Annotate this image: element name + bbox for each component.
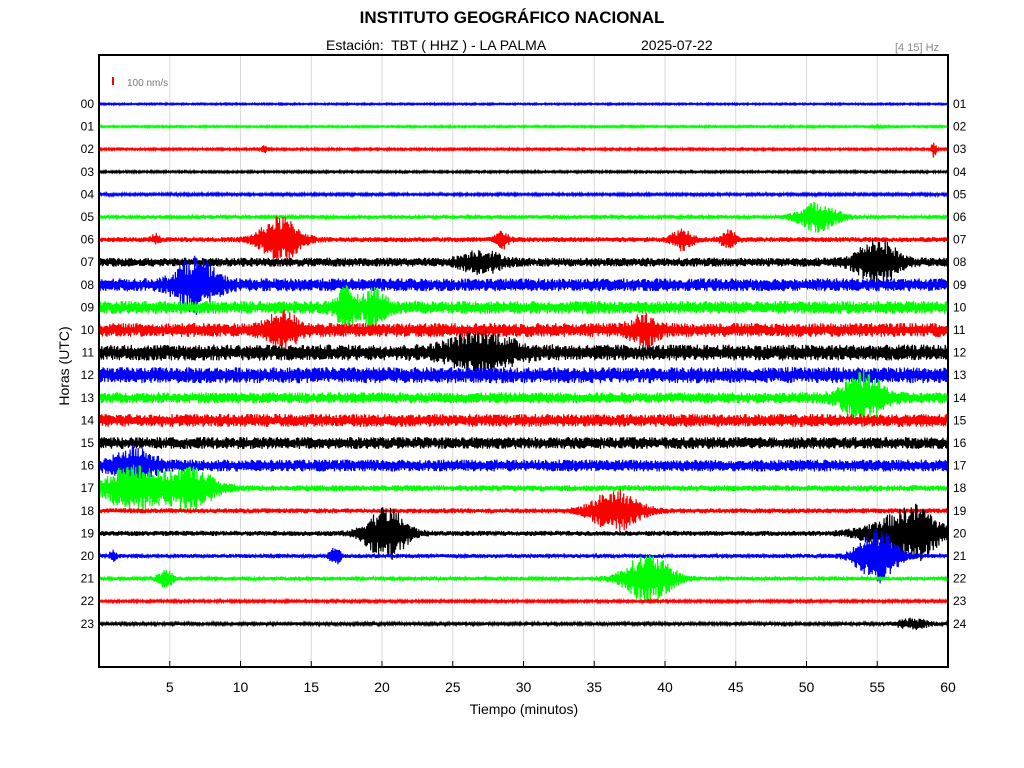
right-hour-label: 13 <box>953 368 967 382</box>
left-hour-label: 08 <box>81 278 95 292</box>
right-hour-label: 11 <box>953 323 966 337</box>
left-hour-labels: 00 01 02 03 04 05 06 07 08 09 10 11 12 13 14 15 16 17 18 19… <box>81 97 95 631</box>
seismic-trace-05 <box>98 201 949 233</box>
right-hour-label: 05 <box>953 187 967 201</box>
left-hour-label: 00 <box>81 97 95 111</box>
left-hour-label: 10 <box>81 323 95 337</box>
seismic-trace-11 <box>98 330 949 376</box>
seismic-trace-03 <box>98 168 949 176</box>
seismic-trace-09 <box>98 285 949 330</box>
left-hour-label: 11 <box>82 346 95 360</box>
left-hour-label: 05 <box>81 210 95 224</box>
left-hour-label: 20 <box>81 549 95 563</box>
seismic-trace-04 <box>98 190 949 198</box>
seismic-trace-14 <box>98 413 949 427</box>
right-hour-label: 09 <box>953 278 967 292</box>
right-hour-label: 01 <box>953 97 967 111</box>
left-hour-label: 18 <box>81 504 95 518</box>
x-tick-label: 10 <box>233 679 249 695</box>
left-hour-label: 12 <box>81 368 95 382</box>
left-hour-label: 16 <box>81 459 95 473</box>
seismic-trace-21 <box>98 555 949 604</box>
chart-title: INSTITUTO GEOGRÁFICO NACIONAL <box>359 8 665 27</box>
right-hour-label: 21 <box>953 549 967 563</box>
seismic-trace-08 <box>98 255 949 315</box>
right-hour-label: 15 <box>953 413 967 427</box>
x-tick-label: 50 <box>799 679 815 695</box>
seismic-trace-01 <box>98 123 949 131</box>
grid-lines <box>169 55 878 667</box>
x-tick-label: 40 <box>657 679 673 695</box>
x-tick-label: 5 <box>166 679 174 695</box>
seismic-trace-18 <box>98 489 949 532</box>
right-hour-label: 02 <box>953 120 967 134</box>
trace-group <box>98 101 949 631</box>
date-label: 2025-07-22 <box>641 37 713 53</box>
seismic-trace-16 <box>98 445 949 485</box>
left-hour-label: 07 <box>81 255 95 269</box>
right-hour-label: 07 <box>953 233 967 247</box>
seismic-trace-20 <box>98 528 949 584</box>
seismic-trace-15 <box>98 436 949 450</box>
x-axis-ticks: 5 10 15 20 25 30 35 40 45 50 55 60 <box>166 661 956 695</box>
right-hour-labels: 01 02 03 04 05 06 07 08 09 10 11 12 13 14 15 16 17 18 19 20… <box>953 97 967 631</box>
seismic-trace-13 <box>98 370 949 423</box>
right-hour-label: 04 <box>953 165 967 179</box>
left-hour-label: 02 <box>81 142 95 156</box>
x-tick-label: 15 <box>303 679 319 695</box>
seismic-trace-23 <box>98 617 949 631</box>
left-hour-label: 14 <box>81 413 95 427</box>
x-axis-label: Tiempo (minutos) <box>470 701 578 717</box>
y-axis-label: Horas (UTC) <box>56 326 72 405</box>
left-hour-label: 01 <box>81 120 95 134</box>
x-tick-label: 60 <box>940 679 956 695</box>
seismic-trace-02 <box>98 142 949 158</box>
seismic-trace-07 <box>98 238 949 288</box>
right-hour-label: 23 <box>953 594 967 608</box>
seismic-trace-17 <box>98 464 949 512</box>
left-hour-label: 06 <box>81 233 95 247</box>
seismic-trace-06 <box>98 216 949 262</box>
seismic-trace-12 <box>98 367 949 384</box>
seismic-trace-22 <box>98 597 949 605</box>
left-hour-label: 09 <box>81 300 95 314</box>
right-hour-label: 20 <box>953 526 967 540</box>
left-hour-label: 19 <box>81 526 95 540</box>
left-hour-label: 17 <box>81 481 95 495</box>
x-tick-label: 30 <box>516 679 532 695</box>
seismic-trace-10 <box>98 309 949 351</box>
right-hour-label: 08 <box>953 255 967 269</box>
right-hour-label: 22 <box>953 572 967 586</box>
right-hour-label: 10 <box>953 300 967 314</box>
scale-label: 100 nm/s <box>127 78 168 89</box>
left-hour-label: 21 <box>81 572 95 586</box>
right-hour-label: 18 <box>953 481 967 495</box>
left-hour-label: 13 <box>81 391 95 405</box>
left-hour-label: 15 <box>81 436 95 450</box>
right-hour-label: 19 <box>953 504 967 518</box>
seismic-trace-19 <box>98 503 949 562</box>
right-hour-label: 17 <box>953 459 967 473</box>
x-tick-label: 20 <box>374 679 390 695</box>
x-tick-label: 55 <box>869 679 885 695</box>
x-tick-label: 35 <box>586 679 602 695</box>
x-tick-label: 25 <box>445 679 461 695</box>
left-hour-label: 04 <box>81 187 95 201</box>
right-hour-label: 12 <box>953 346 967 360</box>
right-hour-label: 03 <box>953 142 967 156</box>
right-hour-label: 06 <box>953 210 967 224</box>
station-label: Estación: TBT ( HHZ ) - LA PALMA <box>326 37 547 53</box>
left-hour-label: 23 <box>81 617 95 631</box>
right-hour-label: 14 <box>953 391 967 405</box>
right-hour-label: 24 <box>953 617 967 631</box>
x-tick-label: 45 <box>728 679 744 695</box>
frequency-band-label: [4 15] Hz <box>895 42 940 54</box>
right-hour-label: 16 <box>953 436 967 450</box>
scale-bar-icon <box>112 77 114 85</box>
left-hour-label: 03 <box>81 165 95 179</box>
left-hour-label: 22 <box>81 594 95 608</box>
seismic-trace-00 <box>98 101 949 107</box>
